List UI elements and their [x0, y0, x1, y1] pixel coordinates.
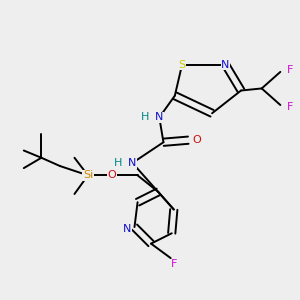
Text: F: F [286, 65, 293, 75]
Text: O: O [107, 170, 116, 180]
Text: N: N [123, 224, 131, 234]
Text: F: F [171, 259, 177, 269]
Text: F: F [286, 102, 293, 112]
Text: N: N [221, 60, 230, 70]
Text: S: S [178, 60, 186, 70]
Text: H: H [114, 158, 122, 168]
Text: N: N [155, 112, 164, 122]
Text: O: O [192, 135, 201, 145]
Text: Si: Si [83, 170, 93, 180]
Text: H: H [141, 112, 149, 122]
Text: N: N [128, 158, 136, 168]
